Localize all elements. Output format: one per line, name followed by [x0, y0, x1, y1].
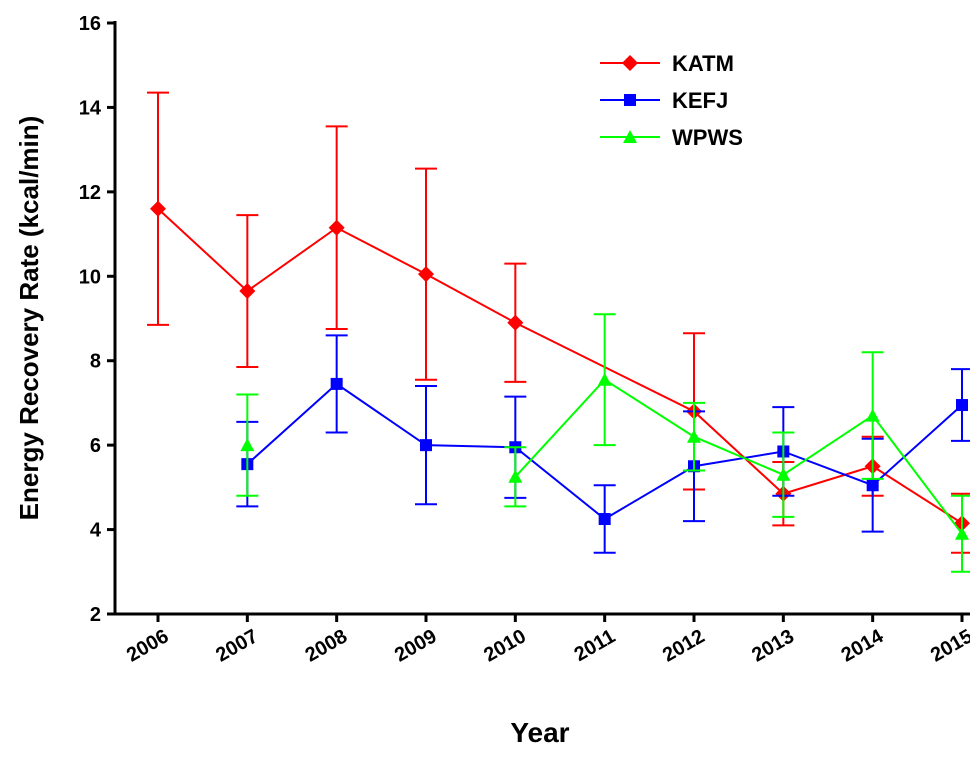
x-tick-label: 2008	[302, 625, 352, 666]
x-tick-label: 2013	[748, 625, 798, 666]
legend-label: KEFJ	[672, 88, 728, 113]
data-point	[955, 526, 969, 540]
legend-marker	[624, 94, 636, 106]
y-tick-label: 4	[90, 520, 102, 542]
data-point	[150, 200, 166, 217]
series-line	[514, 378, 963, 535]
y-tick-label: 8	[90, 351, 101, 373]
y-axis-title: Energy Recovery Rate (kcal/min)	[14, 116, 44, 521]
data-point	[328, 219, 345, 236]
y-tick-label: 6	[90, 435, 101, 457]
data-point	[865, 408, 880, 422]
legend-marker	[622, 55, 638, 71]
legend-label: WPWS	[672, 125, 743, 150]
x-axis-title: Year	[510, 717, 569, 748]
data-point	[239, 283, 256, 300]
x-tick-label: 2012	[659, 625, 709, 666]
x-tick-label: 2014	[838, 625, 888, 667]
data-point	[597, 372, 612, 386]
legend-marker	[623, 130, 637, 143]
x-tick-label: 2011	[571, 625, 620, 666]
data-point	[508, 469, 523, 483]
data-point	[687, 429, 701, 443]
y-tick-label: 12	[79, 182, 101, 204]
y-tick-label: 2	[90, 604, 101, 626]
x-tick-label: 2006	[123, 625, 173, 666]
data-point	[598, 513, 611, 526]
data-point	[240, 438, 255, 452]
y-tick-label: 14	[79, 97, 102, 119]
x-tick-label: 2015	[927, 625, 970, 666]
data-point	[866, 479, 879, 492]
y-tick-label: 16	[79, 13, 101, 35]
x-tick-label: 2009	[391, 625, 441, 666]
data-point	[418, 266, 434, 283]
x-tick-label: 2010	[480, 625, 530, 666]
data-point	[956, 399, 968, 412]
data-point	[776, 467, 791, 481]
legend-label: KATM	[672, 51, 734, 76]
x-tick-label: 2007	[212, 625, 262, 666]
data-point	[420, 439, 432, 452]
y-tick-label: 10	[79, 266, 101, 288]
data-point	[507, 314, 524, 331]
data-point	[330, 377, 343, 390]
series-line	[157, 208, 963, 525]
